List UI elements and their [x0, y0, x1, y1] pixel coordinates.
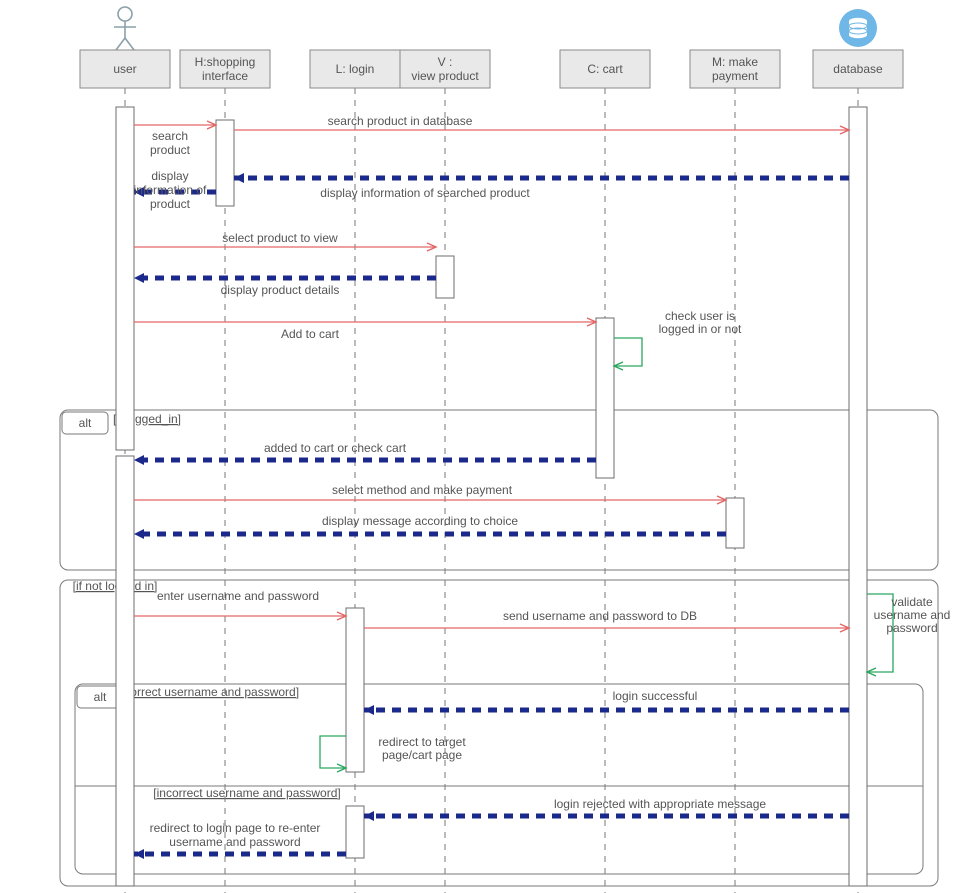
- message: redirect to targetpage/cart page: [320, 735, 466, 768]
- message: login successful: [364, 689, 849, 710]
- activation-user: [116, 107, 134, 450]
- svg-text:redirect to login page to re-e: redirect to login page to re-enteruserna…: [150, 821, 321, 849]
- activation-view: [436, 256, 454, 298]
- svg-text:select product to view: select product to view: [222, 231, 338, 245]
- activation-login: [346, 608, 364, 772]
- activation-cart: [596, 318, 614, 478]
- svg-text:send username and password to: send username and password to DB: [503, 609, 697, 623]
- participant-view: V :view product: [400, 50, 490, 88]
- message: send username and password to DB: [364, 609, 849, 628]
- svg-text:redirect to targetpage/cart pa: redirect to targetpage/cart page: [378, 735, 466, 762]
- message: search product in database: [234, 114, 849, 130]
- svg-text:added to cart or check cart: added to cart or check cart: [264, 441, 407, 455]
- message: check user islogged in or not: [614, 309, 742, 366]
- svg-text:[if not logged in]: [if not logged in]: [73, 579, 158, 593]
- activation-login: [346, 806, 364, 858]
- message: display product details: [134, 278, 436, 297]
- participant-payment: M: makepayment: [690, 50, 780, 88]
- svg-text:alt: alt: [94, 690, 107, 704]
- message: enter username and password: [134, 589, 346, 616]
- svg-text:displayinformation ofproduct: displayinformation ofproduct: [134, 169, 207, 211]
- svg-text:C: cart: C: cart: [587, 62, 623, 76]
- activation-database: [849, 107, 867, 886]
- svg-text:display information of searche: display information of searched product: [320, 186, 530, 200]
- svg-text:alt: alt: [79, 416, 92, 430]
- message: display information of searched product: [234, 178, 849, 200]
- svg-text:enter username and password: enter username and password: [157, 589, 319, 603]
- svg-text:display product details: display product details: [221, 283, 340, 297]
- message: added to cart or check cart: [134, 441, 596, 460]
- svg-text:H:shoppinginterface: H:shoppinginterface: [195, 55, 256, 83]
- activation-user: [116, 456, 134, 886]
- svg-text:M: makepayment: M: makepayment: [712, 55, 759, 83]
- message: display message according to choice: [134, 514, 726, 534]
- participant-database: database: [813, 9, 903, 88]
- svg-text:[correct username and password: [correct username and password]: [121, 685, 299, 699]
- message: select product to view: [134, 231, 436, 247]
- message: select method and make payment: [134, 483, 726, 500]
- svg-text:login successful: login successful: [613, 689, 698, 703]
- svg-text:[incorrect username and passwo: [incorrect username and password]: [153, 786, 340, 800]
- svg-text:user: user: [113, 62, 136, 76]
- participant-shopping: H:shoppinginterface: [180, 50, 270, 88]
- message: redirect to login page to re-enteruserna…: [134, 821, 346, 854]
- participant-login: L: login: [310, 50, 400, 88]
- activation-payment: [726, 498, 744, 548]
- message: searchproduct: [134, 125, 216, 157]
- svg-text:searchproduct: searchproduct: [150, 129, 191, 157]
- svg-text:login rejected with appropriat: login rejected with appropriate message: [554, 797, 766, 811]
- svg-text:L: login: L: login: [336, 62, 375, 76]
- svg-text:display message according to c: display message according to choice: [322, 514, 518, 528]
- svg-text:Add to cart: Add to cart: [281, 327, 340, 341]
- participant-cart: C: cart: [560, 50, 650, 88]
- message: displayinformation ofproduct: [134, 169, 216, 211]
- participant-user: user: [80, 7, 170, 88]
- message: Add to cart: [134, 322, 596, 341]
- svg-text:search product in database: search product in database: [328, 114, 473, 128]
- activation-shopping: [216, 120, 234, 206]
- svg-text:check user islogged in or not: check user islogged in or not: [659, 309, 742, 336]
- svg-text:select method and make payment: select method and make payment: [332, 483, 513, 497]
- svg-text:validateusername andpassword: validateusername andpassword: [874, 595, 951, 635]
- svg-text:database: database: [833, 62, 883, 76]
- message: login rejected with appropriate message: [364, 797, 849, 816]
